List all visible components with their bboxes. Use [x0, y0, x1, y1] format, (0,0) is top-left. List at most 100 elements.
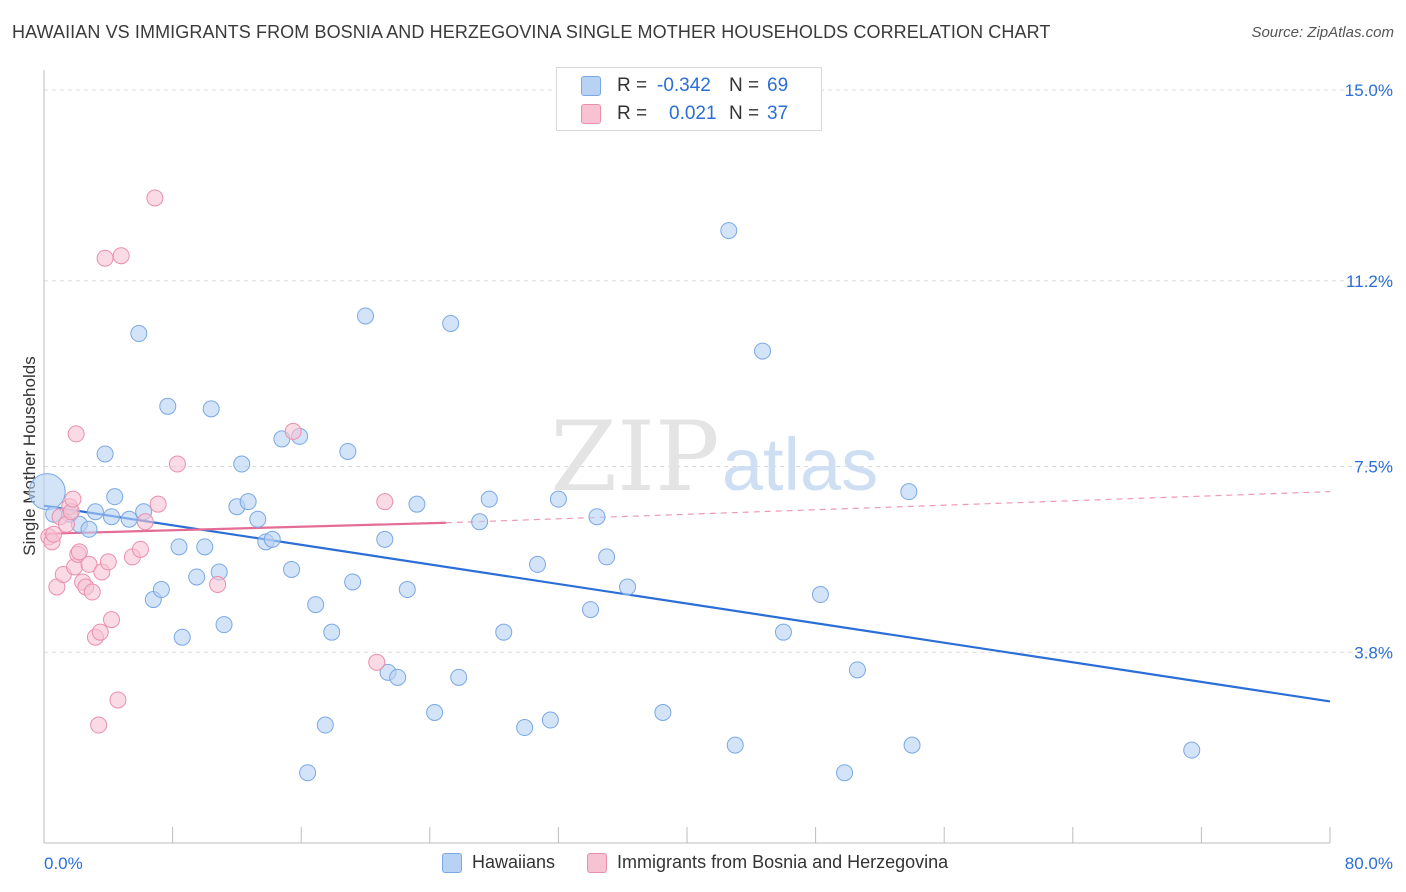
legend-row-hawaiians: R = -0.342 N = 69	[581, 74, 788, 98]
legend-item-bosnia[interactable]: Immigrants from Bosnia and Herzegovina	[587, 852, 948, 873]
bosnia-point	[112, 247, 130, 265]
hawaiians-point	[811, 586, 829, 604]
hawaiians-point	[408, 495, 426, 513]
bosnia-point	[99, 553, 117, 571]
bosnia-point	[376, 493, 394, 511]
hawaiians-point	[283, 560, 301, 578]
series-legend: Hawaiians Immigrants from Bosnia and Her…	[442, 852, 980, 873]
hawaiians-point	[726, 736, 744, 754]
trend-lines	[43, 491, 1331, 703]
hawaiians-point	[120, 510, 138, 528]
legend-swatch-bosnia	[587, 852, 608, 873]
hawaiians-point	[357, 307, 374, 325]
y-tick-label: 11.2%	[1346, 272, 1393, 291]
hawaiians-point	[233, 455, 251, 473]
hawaiians-point	[170, 538, 188, 556]
grid-lines	[44, 89, 1395, 653]
legend-swatch-pink	[581, 104, 601, 124]
hawaiians-point	[836, 764, 854, 782]
hawaiians-point	[106, 488, 124, 506]
legend-r-label: R =	[617, 103, 648, 124]
hawaiians-point	[344, 573, 362, 591]
bosnia-point	[136, 513, 154, 531]
bosnia-point	[149, 495, 167, 513]
hawaiians-point	[263, 530, 281, 548]
hawaiians-point	[398, 581, 416, 599]
x-tick-label: 0.0%	[44, 854, 83, 873]
data-points	[28, 189, 1201, 782]
hawaiians-point	[426, 703, 444, 721]
legend-r-value: 0.021	[669, 103, 717, 124]
hawaiians-point	[654, 703, 672, 721]
hawaiians-point	[196, 538, 214, 556]
y-tick-label: 3.8%	[1354, 643, 1393, 662]
hawaiians-point	[495, 623, 513, 641]
hawaiians-point	[215, 616, 233, 634]
bosnia-point	[83, 583, 101, 601]
hawaiians-point	[450, 668, 468, 686]
watermark: ZIP atlas	[550, 401, 878, 513]
hawaiians-point	[130, 325, 148, 343]
hawaiians-point	[774, 623, 792, 641]
hawaiians-point	[1183, 741, 1201, 759]
hawaiians-point	[299, 764, 317, 782]
bosnia-point	[284, 422, 302, 440]
bosnia-point	[168, 455, 186, 473]
axes	[43, 70, 1331, 844]
hawaiians-point	[471, 513, 489, 531]
bosnia-point	[91, 623, 109, 641]
legend-swatch-hawaiians	[442, 852, 462, 873]
legend-swatch-blue	[581, 76, 601, 96]
bosnia-point	[90, 716, 108, 734]
legend-label-hawaiians: Hawaiians	[472, 852, 556, 872]
hawaiians-point	[339, 442, 357, 460]
watermark-zip: ZIP	[550, 401, 719, 513]
hawaiians-point	[903, 736, 921, 754]
bosnia-point	[131, 540, 149, 558]
bosnia-point	[146, 189, 164, 207]
hawaiians-point	[619, 578, 637, 596]
legend-r-label: R =	[617, 75, 648, 96]
hawaiians-point	[159, 397, 177, 415]
hawaiians-point	[239, 493, 257, 511]
legend-item-hawaiians[interactable]: Hawaiians	[442, 852, 555, 873]
hawaiians-point	[96, 445, 114, 463]
watermark-atlas: atlas	[722, 423, 878, 506]
legend-n-value: 69	[767, 75, 789, 96]
hawaiians-point	[516, 719, 534, 737]
hawaiians-point	[754, 342, 772, 360]
hawaiians-point	[80, 520, 98, 538]
hawaiians-point	[588, 508, 606, 526]
source-credit: Source: ZipAtlas.com	[1251, 24, 1394, 41]
hawaiians-point	[848, 661, 866, 679]
legend-n-label: N =	[729, 75, 760, 96]
stats-legend: R = -0.342 N = 69 R = 0.021 N = 37	[556, 67, 822, 131]
hawaiians-point	[307, 596, 325, 614]
hawaiians-point	[480, 490, 498, 508]
hawaiians-point	[598, 548, 616, 566]
hawaiians-point	[103, 508, 121, 526]
hawaiians-trend-line	[43, 504, 1331, 703]
hawaiians-point	[529, 555, 547, 573]
bosnia-point	[67, 425, 85, 443]
bosnia-point	[80, 555, 98, 573]
legend-label-bosnia: Immigrants from Bosnia and Herzegovina	[617, 852, 949, 872]
y-tick-label: 7.5%	[1354, 458, 1393, 477]
bosnia-point	[96, 249, 114, 267]
legend-n-value: 37	[767, 103, 789, 124]
x-tick-label: 80.0%	[1345, 854, 1393, 873]
hawaiians-point	[720, 222, 738, 240]
bosnia-point	[109, 691, 127, 709]
chart-title: HAWAIIAN VS IMMIGRANTS FROM BOSNIA AND H…	[12, 22, 1051, 42]
y-tick-label: 15.0%	[1345, 81, 1393, 100]
bosnia-point	[64, 490, 82, 508]
legend-r-value: -0.342	[657, 75, 711, 96]
bosnia-trend-line-solid	[43, 521, 446, 535]
hawaiians-point	[541, 711, 559, 729]
hawaiians-point	[316, 716, 334, 734]
hawaiians-point	[86, 503, 104, 521]
hawaiians-point	[249, 510, 267, 528]
legend-row-bosnia: R = 0.021 N = 37	[581, 102, 788, 126]
hawaiians-point	[188, 568, 206, 586]
